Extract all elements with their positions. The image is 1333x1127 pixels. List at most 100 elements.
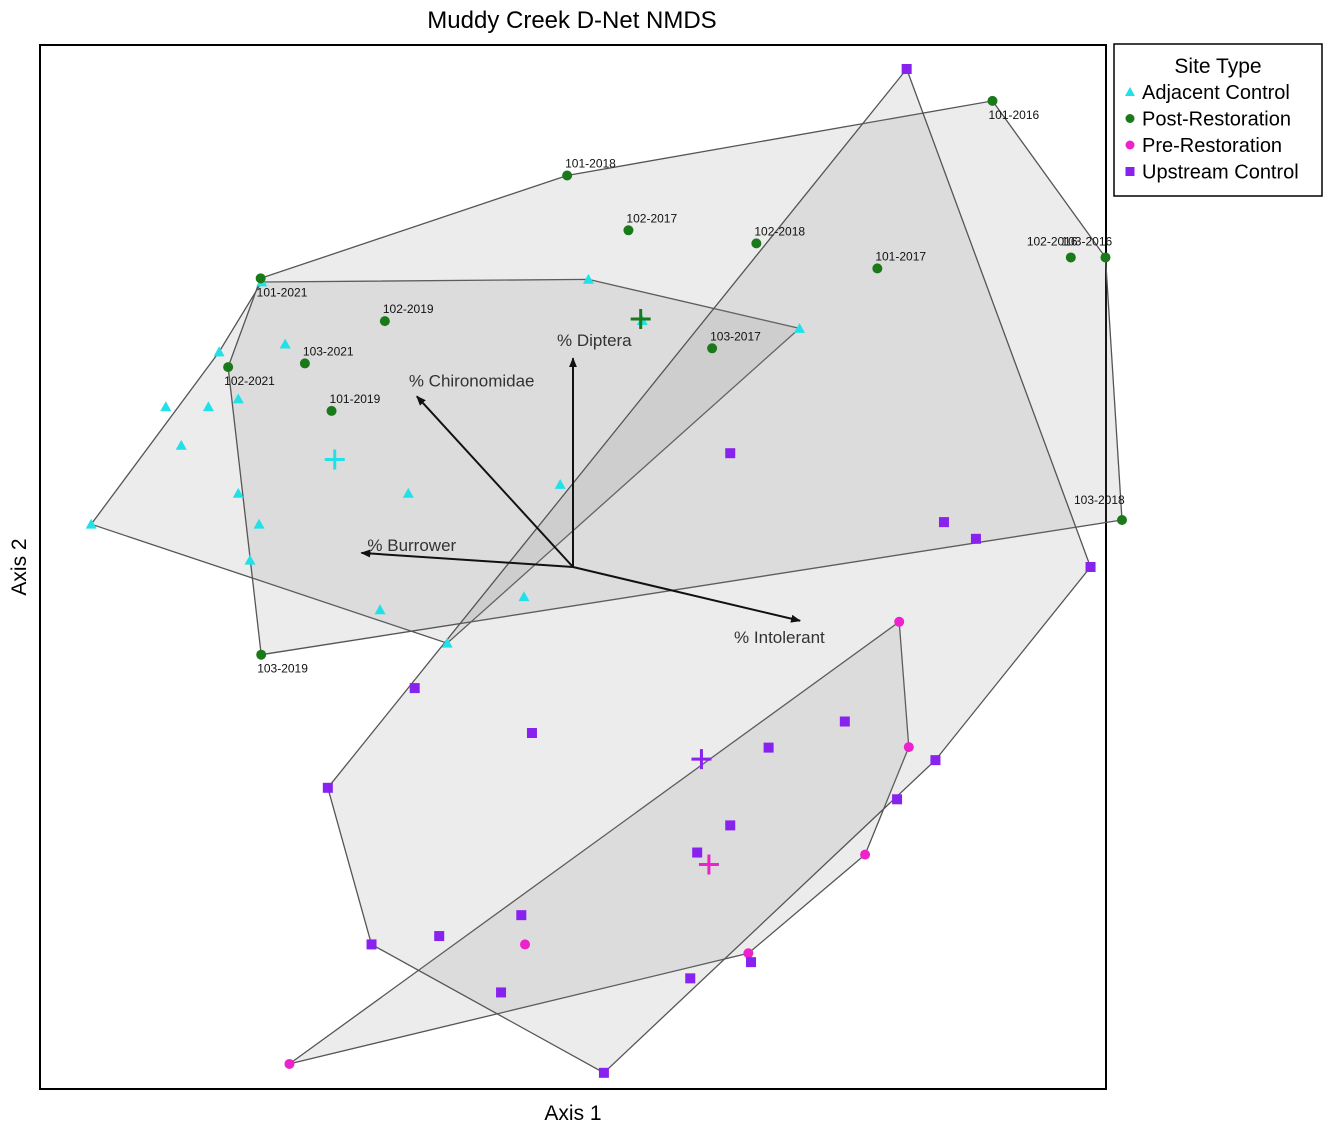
hull-pre-restoration <box>289 620 910 1065</box>
point-post-restoration <box>751 238 762 249</box>
point-upstream-control <box>366 939 377 950</box>
point-upstream-control <box>970 533 981 544</box>
point-pre-restoration <box>284 1058 295 1069</box>
point-label: 101-2018 <box>565 157 616 171</box>
point-post-restoration <box>299 358 310 369</box>
point-adjacent-control <box>402 487 414 498</box>
point-upstream-control <box>685 973 696 984</box>
vector--intolerant <box>572 566 802 623</box>
point-adjacent-control <box>85 518 97 529</box>
point-adjacent-control <box>175 439 187 450</box>
point-post-restoration <box>223 362 234 373</box>
point-label: 101-2019 <box>330 392 381 406</box>
centroid-post-restoration <box>630 309 651 330</box>
centroid-pre-restoration <box>698 854 719 875</box>
vector-label--intolerant: % Intolerant <box>734 628 825 647</box>
legend-entry: Pre-Restoration <box>1125 135 1282 157</box>
point-post-restoration <box>623 225 634 236</box>
point-upstream-control <box>901 64 912 75</box>
point-post-restoration <box>379 316 390 327</box>
points-layer <box>85 64 1127 1078</box>
point-adjacent-control <box>213 346 225 357</box>
point-label: 103-2016 <box>1061 234 1112 248</box>
point-label: 102-2018 <box>754 224 805 238</box>
vector-label--burrower: % Burrower <box>367 536 456 555</box>
point-adjacent-control <box>232 393 244 404</box>
centroid-adjacent-control <box>324 449 345 470</box>
point-post-restoration <box>987 95 998 106</box>
centroid-upstream-control <box>691 749 712 770</box>
legend-marker-post-restoration <box>1125 114 1135 123</box>
legend-label: Post-Restoration <box>1142 109 1291 131</box>
point-upstream-control <box>692 847 703 858</box>
point-upstream-control <box>322 782 333 793</box>
point-adjacent-control <box>794 322 806 333</box>
legend-marker-pre-restoration <box>1125 140 1135 150</box>
point-label: 103-2021 <box>303 344 354 358</box>
point-upstream-control <box>725 448 736 459</box>
point-label: 101-2016 <box>988 108 1039 122</box>
legend-label: Upstream Control <box>1142 162 1299 184</box>
legend-label: Adjacent Control <box>1142 82 1290 104</box>
point-label: 103-2018 <box>1074 493 1125 507</box>
point-adjacent-control <box>518 591 530 602</box>
point-adjacent-control <box>582 273 594 284</box>
point-upstream-control <box>746 957 757 968</box>
vector--burrower <box>360 549 574 568</box>
legend-marker-upstream-control <box>1125 167 1135 176</box>
point-adjacent-control <box>374 604 386 615</box>
point-adjacent-control <box>253 518 265 529</box>
point-label: 102-2016 <box>1027 234 1078 248</box>
point-pre-restoration <box>894 616 905 627</box>
point-upstream-control <box>839 716 850 727</box>
legend-label: Pre-Restoration <box>1142 135 1282 157</box>
point-adjacent-control <box>232 487 244 498</box>
point-post-restoration <box>1065 252 1076 263</box>
point-post-restoration <box>562 170 573 181</box>
point-upstream-control <box>496 987 507 998</box>
point-post-restoration <box>1116 515 1127 526</box>
point-upstream-control <box>763 742 774 753</box>
point-upstream-control <box>434 931 445 942</box>
point-upstream-control <box>1085 562 1096 572</box>
point-labels-layer: 101-2018 102-2017 102-2018 101-2017 101-2016… <box>224 108 1125 676</box>
chart-title: Muddy Creek D-Net NMDS <box>427 7 716 34</box>
vector-label--chironomidae: % Chironomidae <box>409 371 535 390</box>
point-post-restoration <box>256 649 267 660</box>
legend-title: Site Type <box>1174 55 1261 78</box>
point-adjacent-control <box>279 338 291 349</box>
vector--chironomidae <box>416 395 574 568</box>
point-upstream-control <box>598 1067 609 1078</box>
point-adjacent-control <box>244 554 256 565</box>
point-upstream-control <box>930 755 941 766</box>
point-adjacent-control <box>441 637 453 648</box>
vector-label--diptera: % Diptera <box>557 331 632 350</box>
point-adjacent-control <box>160 401 172 412</box>
point-pre-restoration <box>743 948 754 959</box>
legend-marker-adjacent-control <box>1125 87 1135 96</box>
point-upstream-control <box>725 820 736 831</box>
x-axis-label: Axis 1 <box>544 1102 601 1125</box>
point-upstream-control <box>526 727 537 738</box>
point-label: 102-2019 <box>383 302 434 316</box>
point-pre-restoration <box>860 849 871 860</box>
point-post-restoration <box>326 405 337 416</box>
point-post-restoration <box>872 263 883 274</box>
point-pre-restoration <box>903 742 914 753</box>
point-label: 101-2017 <box>875 249 926 263</box>
point-upstream-control <box>892 794 903 805</box>
legend-entry: Post-Restoration <box>1125 109 1291 131</box>
point-pre-restoration <box>520 939 531 950</box>
point-upstream-control <box>938 517 949 528</box>
point-post-restoration <box>707 343 718 354</box>
point-upstream-control <box>516 910 527 921</box>
point-label: 102-2017 <box>626 211 677 225</box>
vectors-layer: % Diptera % Chironomidae % Burrower % Intol… <box>360 331 825 647</box>
centroids-layer <box>324 309 719 875</box>
y-axis-label: Axis 2 <box>8 538 31 595</box>
point-label: 103-2017 <box>710 329 761 343</box>
point-adjacent-control <box>554 479 566 489</box>
legend: Site Type Adjacent Control Post-Restorati… <box>1113 43 1323 197</box>
point-label: 101-2021 <box>257 285 308 299</box>
